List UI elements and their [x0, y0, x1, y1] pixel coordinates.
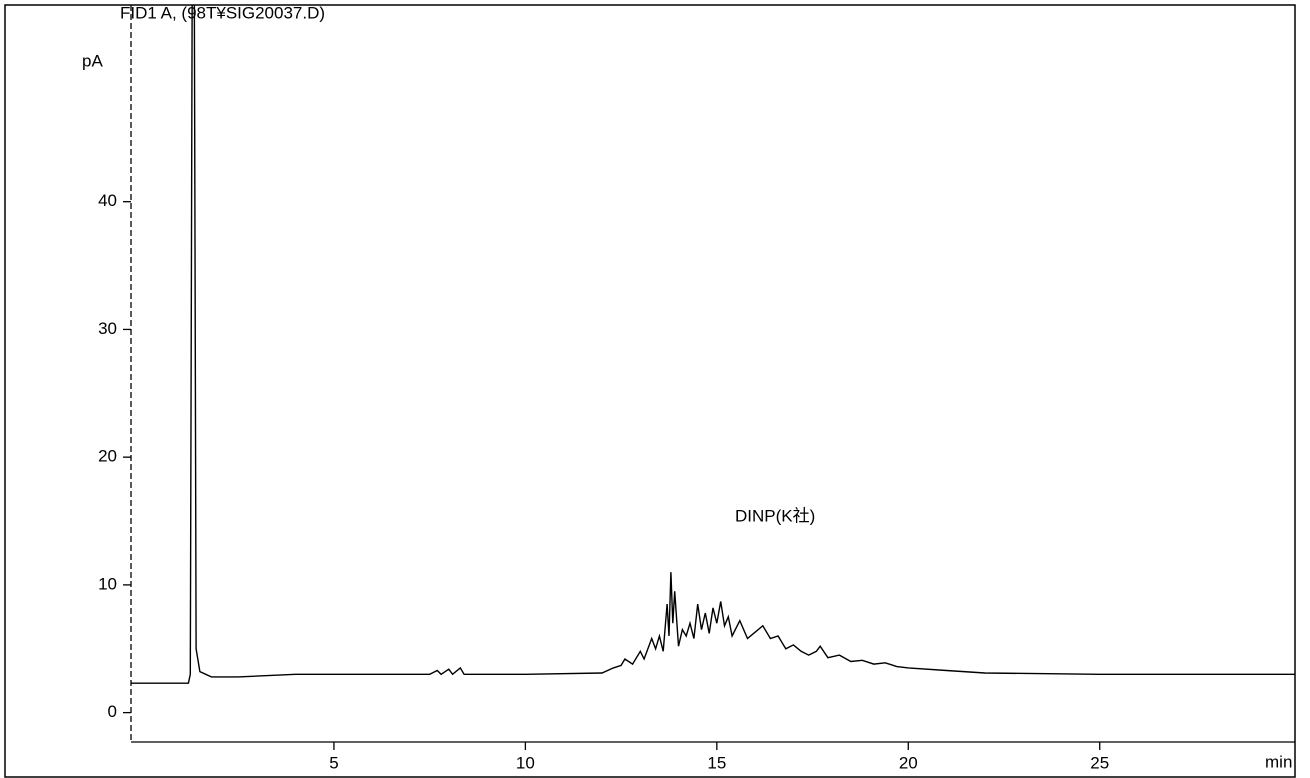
- chart-title: FID1 A, (98T¥SIG20037.D): [120, 3, 325, 22]
- x-tick-label: 15: [707, 753, 726, 772]
- y-tick-label: 20: [98, 447, 117, 466]
- y-tick-label: 0: [108, 702, 117, 721]
- frame: [4, 4, 1296, 778]
- x-tick-label: 20: [899, 753, 918, 772]
- x-tick-label: 10: [516, 753, 535, 772]
- annotation: DINP(K社): [735, 506, 815, 525]
- y-tick-label: 30: [98, 319, 117, 338]
- y-axis-label: pA: [82, 51, 103, 70]
- trace: [131, 5, 1295, 684]
- x-tick-label: 5: [329, 753, 338, 772]
- y-tick-label: 40: [98, 191, 117, 210]
- x-axis-label: min: [1265, 752, 1292, 771]
- y-tick-label: 10: [98, 574, 117, 593]
- x-tick-label: 25: [1090, 753, 1109, 772]
